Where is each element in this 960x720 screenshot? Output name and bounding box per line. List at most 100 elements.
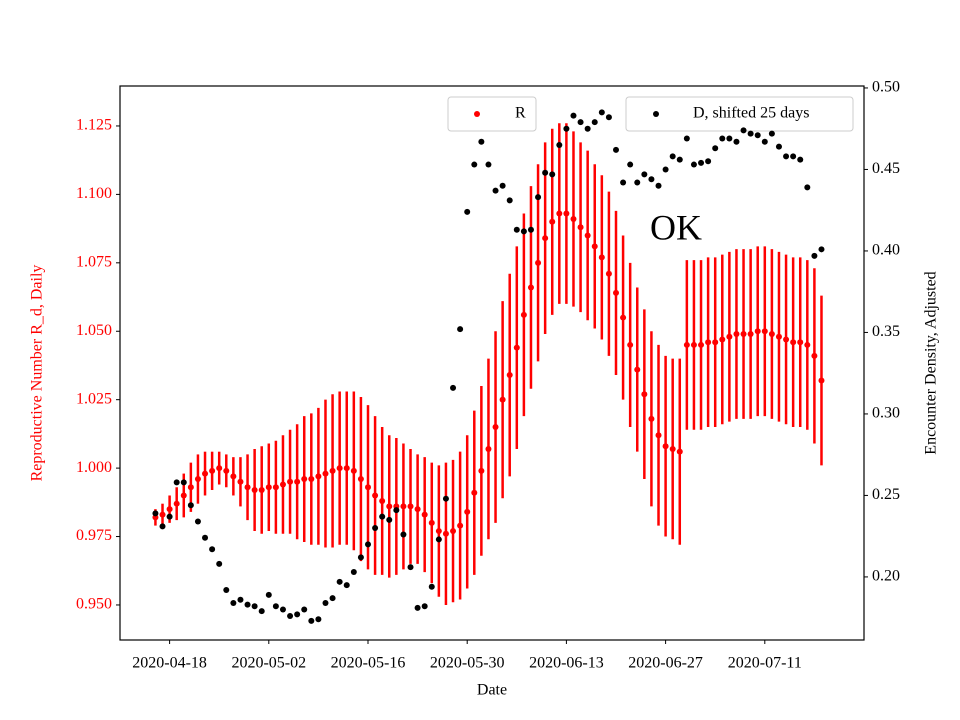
data-point <box>357 554 364 561</box>
data-point <box>584 125 591 132</box>
data-point <box>712 339 719 346</box>
data-point <box>202 470 209 477</box>
data-point <box>478 467 485 474</box>
data-point <box>315 473 322 480</box>
data-point <box>683 341 690 348</box>
x-tick-label: 2020-05-16 <box>331 655 406 672</box>
data-point <box>180 479 187 486</box>
data-point <box>669 153 676 160</box>
data-point <box>768 130 775 137</box>
legend-marker <box>474 111 480 117</box>
data-point <box>244 484 251 491</box>
data-point <box>747 330 754 337</box>
data-point <box>570 112 577 119</box>
data-point <box>683 135 690 142</box>
data-point <box>676 156 683 163</box>
data-point <box>428 583 435 590</box>
y-tick-label: 1.050 <box>76 322 112 339</box>
data-point <box>783 336 790 343</box>
legend-marker <box>653 111 659 117</box>
data-point <box>527 226 534 233</box>
y2-tick-label: 0.35 <box>872 323 900 340</box>
data-point <box>202 534 209 541</box>
data-point <box>421 603 428 610</box>
data-point <box>705 158 712 165</box>
data-point <box>535 259 542 266</box>
data-point <box>662 166 669 173</box>
data-point <box>492 187 499 194</box>
data-point <box>690 161 697 168</box>
legend-label: R <box>515 105 526 122</box>
y2-axis-label: Encounter Density, Adjusted <box>923 271 940 454</box>
data-point <box>811 352 818 359</box>
data-point <box>435 536 442 543</box>
y2-tick-label: 0.20 <box>872 568 900 585</box>
x-tick-label: 2020-05-02 <box>231 655 306 672</box>
x-tick-label: 2020-06-13 <box>529 655 604 672</box>
data-point <box>343 582 350 589</box>
data-point <box>627 161 634 168</box>
data-point <box>634 366 641 373</box>
data-point <box>513 344 520 351</box>
data-point <box>542 169 549 176</box>
data-point <box>400 503 407 510</box>
data-point <box>230 600 237 607</box>
data-point <box>698 159 705 166</box>
data-point <box>407 564 414 571</box>
data-point <box>216 560 223 567</box>
y2-tick-label: 0.45 <box>872 160 900 177</box>
data-point <box>598 109 605 116</box>
data-point <box>613 289 619 296</box>
data-point <box>265 484 272 491</box>
data-point <box>442 495 449 502</box>
data-point <box>605 270 612 277</box>
data-point <box>818 377 825 384</box>
data-point <box>216 465 223 472</box>
data-point <box>365 484 371 491</box>
data-point <box>350 569 357 576</box>
data-point <box>471 161 478 168</box>
data-point <box>386 503 393 510</box>
data-point <box>457 522 464 529</box>
data-point <box>209 467 216 474</box>
data-point <box>775 143 782 150</box>
data-point <box>733 138 740 145</box>
data-point <box>705 339 712 346</box>
data-point <box>499 396 506 403</box>
data-point <box>669 445 676 452</box>
data-point <box>698 341 705 348</box>
data-point <box>478 138 485 145</box>
legend-box <box>625 96 854 132</box>
data-point <box>733 330 740 337</box>
data-point <box>648 415 655 422</box>
data-point <box>287 478 294 485</box>
x-tick-label: 2020-04-18 <box>132 655 207 672</box>
data-point <box>287 613 294 620</box>
data-point <box>613 146 619 153</box>
data-point <box>655 432 662 439</box>
data-point <box>442 530 449 537</box>
y2-tick-label: 0.30 <box>872 405 900 422</box>
data-point <box>244 601 251 608</box>
data-point <box>598 254 605 261</box>
data-point <box>797 339 804 346</box>
data-point <box>251 603 258 610</box>
data-point <box>315 616 322 623</box>
data-point <box>187 502 194 509</box>
y-tick-label: 0.975 <box>76 527 112 544</box>
data-point <box>520 311 527 318</box>
data-point <box>258 608 265 615</box>
data-point <box>520 228 527 235</box>
data-point <box>428 519 435 526</box>
data-point <box>450 528 457 535</box>
data-point <box>372 525 379 532</box>
data-point <box>797 156 804 163</box>
data-point <box>379 497 386 504</box>
data-point <box>308 476 315 483</box>
data-point <box>322 600 329 607</box>
data-point <box>173 479 180 486</box>
data-point <box>209 546 216 553</box>
data-point <box>343 465 350 472</box>
data-point <box>152 510 159 517</box>
